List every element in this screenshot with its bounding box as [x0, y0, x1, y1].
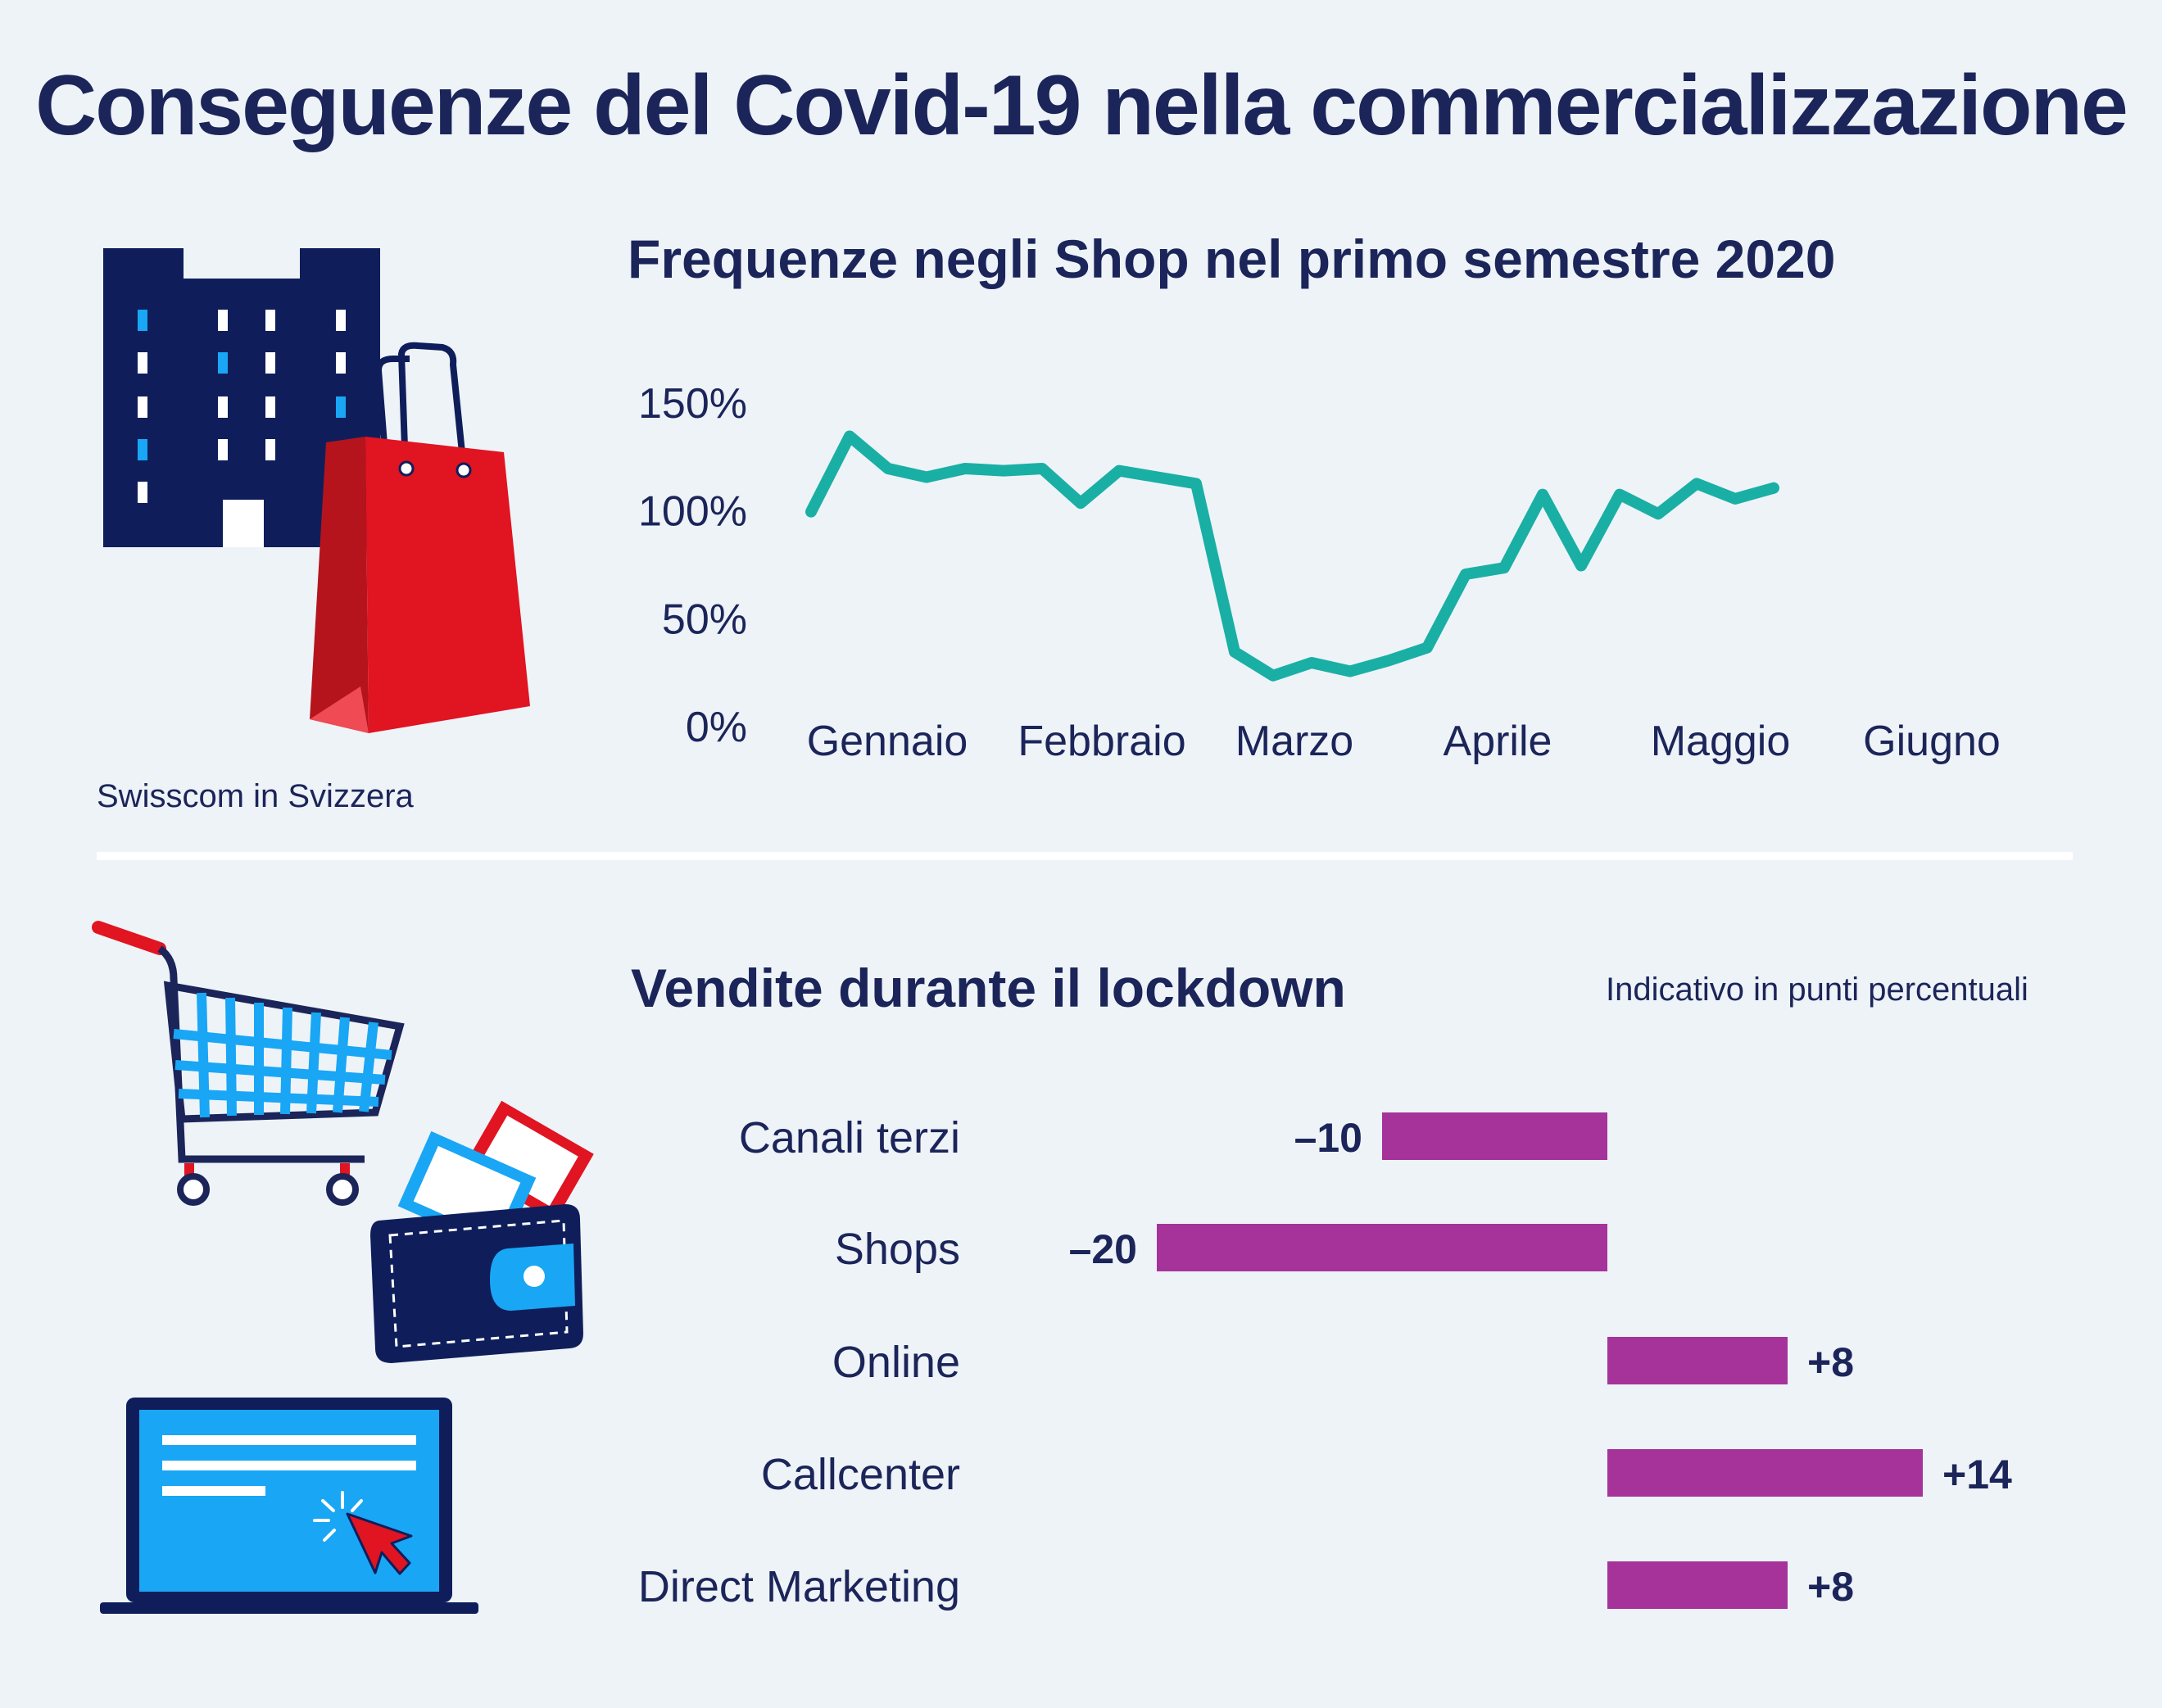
wallet-icon	[370, 1204, 583, 1363]
cursor-icon	[313, 1491, 413, 1575]
bar-shops	[1157, 1224, 1607, 1271]
bar-chart-title: Vendite durante il lockdown	[631, 958, 1346, 1018]
month-label: Giugno	[1863, 718, 2001, 765]
bar-callcenter	[1607, 1449, 1923, 1497]
month-label: Gennaio	[807, 718, 968, 765]
bar-category-label: Direct Marketing	[638, 1562, 960, 1611]
bar-online	[1607, 1337, 1788, 1384]
shopping-bag-icon	[310, 342, 530, 733]
line-chart: 0% 50% 100% 150% Gennaio Febbraio Marzo Aprile…	[638, 380, 2001, 765]
bar-category-label: Canali terzi	[739, 1113, 960, 1162]
y-tick-label: 0%	[686, 704, 747, 751]
bar-value-label: +8	[1807, 1339, 1854, 1385]
bar-value-label: +8	[1807, 1564, 1854, 1610]
month-label: Febbraio	[1018, 718, 1185, 765]
bar-value-label: +14	[1942, 1452, 2012, 1497]
y-tick-label: 100%	[638, 488, 747, 536]
month-label: Aprile	[1444, 718, 1552, 765]
month-label: Maggio	[1651, 718, 1791, 765]
bar-category-label: Callcenter	[761, 1450, 960, 1499]
bar-canali-terzi	[1382, 1112, 1607, 1160]
month-label: Marzo	[1235, 718, 1353, 765]
bar-value-label: –10	[1294, 1115, 1362, 1161]
shopping-cart-icon	[92, 921, 405, 1206]
laptop-icon	[100, 1398, 478, 1614]
bar-category-label: Shops	[835, 1225, 960, 1274]
main-title: Conseguenze del Covid-19 nella commercia…	[35, 58, 2128, 153]
source-note: Swisscom in Svizzera	[97, 778, 414, 814]
line-series-shop-frequency	[805, 430, 1779, 682]
y-tick-label: 150%	[638, 380, 747, 428]
line-chart-title: Frequenze negli Shop nel primo semestre …	[628, 229, 1836, 289]
bar-chart-note: Indicativo in punti percentuali	[1606, 972, 2028, 1008]
y-tick-label: 50%	[662, 596, 747, 643]
bar-category-label: Online	[832, 1338, 960, 1387]
bar-direct-marketing	[1607, 1561, 1788, 1609]
bar-chart: Canali terzi –10 Shops –20 Online +8 Callcente…	[638, 1112, 2012, 1611]
section-divider	[97, 852, 2073, 860]
bar-value-label: –20	[1069, 1226, 1137, 1272]
